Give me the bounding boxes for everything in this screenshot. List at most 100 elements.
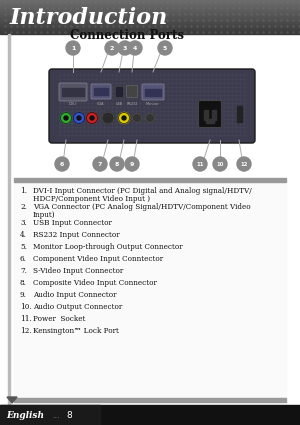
Text: 4.: 4. [20,231,27,239]
Bar [0,20,300,21]
Text: 8.: 8. [20,279,27,287]
Circle shape [105,41,119,55]
Circle shape [146,113,154,122]
Bar [0,8,300,9]
Text: USB Input Connector: USB Input Connector [33,219,112,227]
Text: RS232 Input Connector: RS232 Input Connector [33,231,120,239]
Text: 6: 6 [60,162,64,167]
Bar [0,1,300,2]
Circle shape [158,41,172,55]
Circle shape [213,157,227,171]
Bar [0,14,300,15]
Bar [0,32,300,33]
Bar [0,26,300,27]
Text: English: English [6,411,44,419]
Bar [0,3,300,4]
Bar [14,398,286,402]
Circle shape [237,157,251,171]
Text: Audio Input Connector: Audio Input Connector [33,291,116,299]
Text: Monitor: Monitor [146,102,160,106]
Bar [0,33,300,34]
Bar [0,31,300,32]
Circle shape [118,113,130,124]
Bar [0,4,300,5]
Text: Audio Output Connector: Audio Output Connector [33,303,122,311]
Text: VGA Connector (PC Analog Signal/HDTV/Component Video: VGA Connector (PC Analog Signal/HDTV/Com… [33,203,250,211]
FancyBboxPatch shape [59,83,87,101]
Text: 10.: 10. [20,303,32,311]
Circle shape [128,41,142,55]
Circle shape [66,41,80,55]
Text: 11.: 11. [20,315,32,323]
Bar [0,24,300,25]
Text: DVI-I: DVI-I [69,102,77,106]
FancyBboxPatch shape [199,100,221,128]
Bar [62,88,84,96]
Bar [204,110,208,120]
Text: Input): Input) [33,210,56,218]
Bar [0,0,300,1]
Bar [8,34,10,405]
Text: Monitor Loop-through Output Connector: Monitor Loop-through Output Connector [33,243,183,251]
FancyBboxPatch shape [142,84,164,100]
FancyBboxPatch shape [91,84,111,99]
Circle shape [122,116,126,120]
Bar [0,10,300,11]
Text: ...: ... [52,411,60,419]
Circle shape [64,116,68,120]
FancyBboxPatch shape [127,85,137,97]
Bar [0,405,300,425]
Bar [14,182,286,398]
Bar [0,22,300,23]
Text: 5.: 5. [20,243,27,251]
Text: 3: 3 [123,45,127,51]
Text: 12: 12 [240,162,248,167]
Bar [0,19,300,20]
Circle shape [74,113,85,124]
Circle shape [110,157,124,171]
Text: Composite Video Input Connector: Composite Video Input Connector [33,279,157,287]
Bar [0,9,300,10]
Text: 8: 8 [115,162,119,167]
Bar [0,29,300,30]
Bar [0,2,300,3]
Bar [0,6,300,7]
Text: 5: 5 [163,45,167,51]
Bar [115,86,123,97]
Bar [0,18,300,19]
Bar [0,7,300,8]
Text: 4: 4 [133,45,137,51]
Text: 1.: 1. [20,187,27,195]
Bar [0,5,300,6]
Text: Power  Socket: Power Socket [33,315,86,323]
Bar [0,405,100,425]
Circle shape [102,112,114,124]
Bar [0,28,300,29]
Bar [116,87,122,96]
Bar [0,13,300,14]
Bar [0,16,300,17]
Text: 3.: 3. [20,219,27,227]
Text: 6.: 6. [20,255,27,263]
Circle shape [125,157,139,171]
Text: 9.: 9. [20,291,27,299]
Circle shape [90,116,94,120]
Text: 7: 7 [98,162,102,167]
Text: S-Video Input Connector: S-Video Input Connector [33,267,123,275]
Text: 9: 9 [130,162,134,167]
Bar [14,178,286,182]
Text: 8: 8 [66,411,72,419]
Circle shape [193,157,207,171]
Text: 7.: 7. [20,267,27,275]
Text: Component Video Input Conntector: Component Video Input Conntector [33,255,163,263]
Bar [212,110,216,120]
Bar [0,23,300,24]
Circle shape [77,116,81,120]
Text: Introduction: Introduction [10,7,168,29]
Bar [0,30,300,31]
Circle shape [55,157,69,171]
Text: 10: 10 [216,162,224,167]
Circle shape [61,113,71,124]
Bar [0,21,300,22]
Text: RS232: RS232 [126,102,138,106]
